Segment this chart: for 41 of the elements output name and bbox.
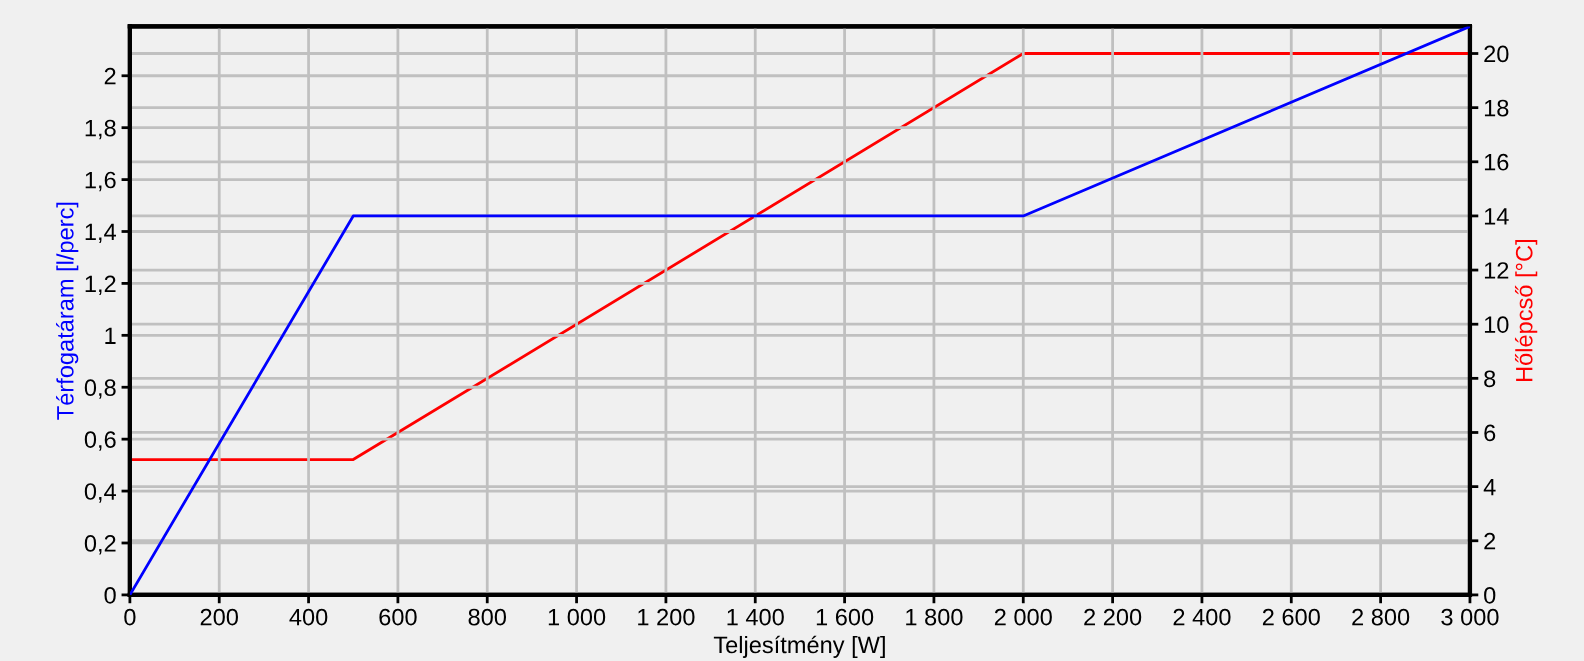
x-tick-label: 3 000 [1441,608,1499,626]
y-tick-label: 1,2 [85,275,116,295]
y-axis-title: Térfogatáram [l/perc] [56,202,79,420]
y2-tick-label: 2 [1484,532,1496,550]
y-tick-label: 1,6 [85,171,116,192]
x-tick-label: 1 000 [548,608,606,626]
y-tick-label: 0,8 [84,379,116,399]
x-tick-label: 2 000 [994,608,1052,626]
x-tick-label: 2 200 [1084,608,1142,626]
y2-tick-label: 14 [1484,208,1509,225]
y2-tick-label: 18 [1484,99,1509,117]
x-axis-title: Teljesítmény [W] [713,635,885,658]
y2-tick-label: 6 [1484,424,1496,442]
y-tick-label: 1 [105,327,116,344]
y2-tick-label: 10 [1484,316,1509,333]
x-tick-label: 600 [379,608,417,626]
x-tick-label: 1 600 [816,608,874,626]
y-tick-label: 0 [104,586,116,604]
y2-tick-label: 0 [1484,586,1496,604]
y-tick-label: 0,6 [84,431,116,451]
y2-tick-label: 8 [1484,370,1496,388]
y-tick-label: 0,4 [84,483,117,503]
x-tick-label: 2 800 [1352,608,1410,626]
y-tick-label: 0,2 [84,535,116,555]
y2-tick-label: 4 [1483,478,1496,496]
y2-tick-label: 12 [1484,262,1509,279]
y2-tick-label: 16 [1484,153,1509,171]
y2-axis-title: Hőlépcső [°C] [1514,240,1538,382]
x-tick-label: 400 [289,608,328,626]
y-tick-label: 2 [104,67,116,85]
x-tick-label: 200 [200,608,238,626]
x-tick-label: 2 600 [1262,608,1320,626]
x-tick-label: 1 200 [638,608,695,626]
y-tick-label: 1,4 [85,223,117,244]
x-tick-label: 800 [468,608,507,626]
x-tick-label: 1 800 [906,608,963,626]
x-tick-label: 2 400 [1173,608,1231,626]
x-tick-label: 0 [124,608,136,626]
y2-tick-label: 20 [1484,45,1509,63]
x-tick-label: 1 400 [727,608,784,626]
y-tick-label: 1,8 [85,119,116,140]
